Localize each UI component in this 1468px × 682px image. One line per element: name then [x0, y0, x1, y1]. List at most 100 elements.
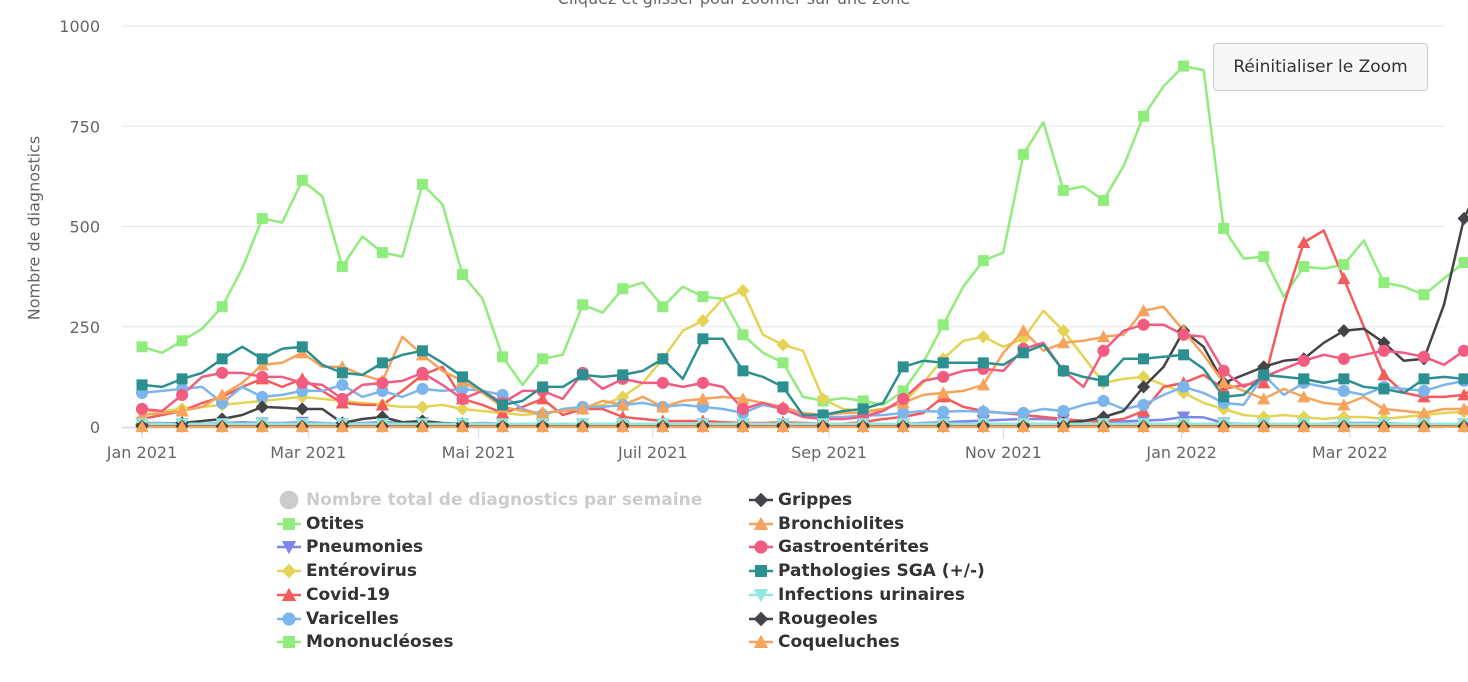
data-point-gastroenterites[interactable]: [1457, 344, 1468, 357]
data-point-grippes[interactable]: [1457, 211, 1468, 226]
data-point-bronchiolites[interactable]: [1297, 390, 1311, 403]
data-point-otites[interactable]: [537, 353, 549, 365]
data-point-pathologies-sga[interactable]: [457, 371, 469, 383]
data-point-gastroenterites[interactable]: [376, 376, 389, 389]
data-point-coqueluches[interactable]: [215, 419, 229, 433]
data-point-bronchiolites[interactable]: [1096, 330, 1111, 343]
series-line-otites[interactable]: [140, 64, 1468, 407]
data-point-otites[interactable]: [1418, 289, 1430, 301]
data-point-grippes[interactable]: [295, 402, 309, 416]
data-point-enterovirus[interactable]: [1257, 410, 1271, 424]
data-point-gastroenterites[interactable]: [736, 402, 749, 416]
series-line-varicelles[interactable]: [140, 373, 1468, 419]
data-point-bronchiolites[interactable]: [656, 400, 670, 413]
data-point-enterovirus[interactable]: [415, 400, 430, 414]
data-point-coqueluches[interactable]: [255, 419, 269, 433]
data-point-enterovirus[interactable]: [616, 390, 630, 404]
data-point-bronchiolites[interactable]: [1136, 304, 1151, 317]
data-point-gastroenterites[interactable]: [656, 376, 669, 389]
data-point-covid-19[interactable]: [1457, 388, 1468, 401]
data-point-gastroenterites[interactable]: [1137, 318, 1150, 331]
data-point-pathologies-sga[interactable]: [1338, 373, 1350, 385]
data-point-varicelles[interactable]: [1177, 380, 1190, 393]
data-point-coqueluches[interactable]: [295, 419, 309, 433]
data-point-pathologies-sga[interactable]: [657, 353, 669, 365]
data-point-pathologies-sga[interactable]: [1057, 365, 1069, 377]
legend-marker-enterovirus[interactable]: [281, 563, 297, 579]
data-point-covid-19[interactable]: [1377, 368, 1391, 381]
data-point-bronchiolites[interactable]: [1377, 402, 1391, 415]
data-point-otites[interactable]: [497, 351, 509, 363]
data-point-pathologies-sga[interactable]: [336, 367, 348, 379]
data-point-varicelles[interactable]: [336, 378, 349, 391]
data-point-coqueluches[interactable]: [415, 419, 430, 433]
data-point-gastroenterites[interactable]: [416, 366, 429, 379]
data-point-enterovirus[interactable]: [976, 330, 990, 344]
data-point-enterovirus[interactable]: [776, 338, 790, 352]
data-point-otites[interactable]: [897, 385, 909, 397]
data-point-gastroenterites[interactable]: [1297, 354, 1310, 367]
data-point-covid-19[interactable]: [375, 398, 389, 411]
data-point-coqueluches[interactable]: [616, 419, 630, 433]
data-point-gastroenterites[interactable]: [1337, 352, 1350, 365]
data-point-bronchiolites[interactable]: [736, 392, 750, 405]
data-point-bronchiolites[interactable]: [976, 378, 990, 391]
data-point-otites[interactable]: [1298, 261, 1310, 273]
data-point-coqueluches[interactable]: [1096, 419, 1111, 433]
data-point-otites[interactable]: [857, 395, 869, 407]
data-point-otites[interactable]: [457, 269, 469, 281]
data-point-coqueluches[interactable]: [1177, 419, 1191, 433]
data-point-bronchiolites[interactable]: [1217, 376, 1231, 389]
legend-marker-varicelles[interactable]: [282, 611, 296, 626]
legend-marker-mononucleoses[interactable]: [283, 636, 295, 649]
data-point-pathologies-sga[interactable]: [136, 379, 148, 391]
legend-marker-bronchiolites[interactable]: [753, 516, 769, 530]
data-point-bronchiolites[interactable]: [1417, 406, 1431, 419]
data-point-otites[interactable]: [1458, 257, 1468, 269]
data-point-varicelles[interactable]: [1137, 398, 1150, 411]
data-point-grippes[interactable]: [1337, 324, 1351, 338]
data-point-bronchiolites[interactable]: [1056, 336, 1071, 349]
data-point-coqueluches[interactable]: [1417, 419, 1431, 433]
data-point-bronchiolites[interactable]: [696, 392, 710, 405]
data-point-otites[interactable]: [1338, 259, 1350, 271]
data-point-varicelles[interactable]: [1417, 384, 1431, 397]
data-point-coqueluches[interactable]: [656, 419, 670, 433]
data-point-otites[interactable]: [1017, 148, 1029, 160]
legend-marker-pathologies-sga[interactable]: [755, 565, 767, 578]
data-point-gastroenterites[interactable]: [296, 376, 309, 389]
legend-marker-gastroenterites[interactable]: [754, 540, 768, 554]
data-point-enterovirus[interactable]: [696, 314, 710, 328]
data-point-pathologies-sga[interactable]: [1097, 375, 1109, 387]
data-point-pathologies-sga[interactable]: [376, 357, 388, 369]
data-point-otites[interactable]: [657, 301, 669, 313]
data-point-varicelles[interactable]: [1337, 384, 1350, 397]
data-point-otites[interactable]: [937, 319, 949, 331]
data-point-otites[interactable]: [176, 335, 188, 347]
data-point-pathologies-sga[interactable]: [937, 357, 949, 369]
data-point-coqueluches[interactable]: [1377, 419, 1391, 433]
data-point-gastroenterites[interactable]: [1217, 364, 1230, 377]
data-point-otites[interactable]: [336, 261, 348, 273]
data-point-otites[interactable]: [977, 255, 989, 267]
data-point-pathologies-sga[interactable]: [1258, 369, 1270, 381]
data-point-coqueluches[interactable]: [335, 419, 349, 433]
data-point-covid-19[interactable]: [1297, 235, 1311, 249]
data-point-pathologies-sga[interactable]: [617, 369, 629, 381]
data-point-coqueluches[interactable]: [856, 419, 870, 433]
data-point-pathologies-sga[interactable]: [577, 369, 589, 381]
data-point-pathologies-sga[interactable]: [1218, 391, 1230, 403]
data-point-gastroenterites[interactable]: [1177, 328, 1190, 341]
data-point-coqueluches[interactable]: [696, 419, 710, 433]
data-point-otites[interactable]: [1097, 194, 1109, 206]
data-point-pathologies-sga[interactable]: [497, 399, 509, 411]
data-point-gastroenterites[interactable]: [937, 370, 950, 383]
data-point-coqueluches[interactable]: [1016, 419, 1030, 433]
data-point-bronchiolites[interactable]: [1016, 324, 1030, 337]
data-point-coqueluches[interactable]: [976, 419, 990, 433]
data-point-bronchiolites[interactable]: [936, 386, 950, 399]
data-point-otites[interactable]: [376, 247, 388, 259]
data-point-enterovirus[interactable]: [1136, 370, 1151, 384]
data-point-gastroenterites[interactable]: [336, 392, 349, 405]
